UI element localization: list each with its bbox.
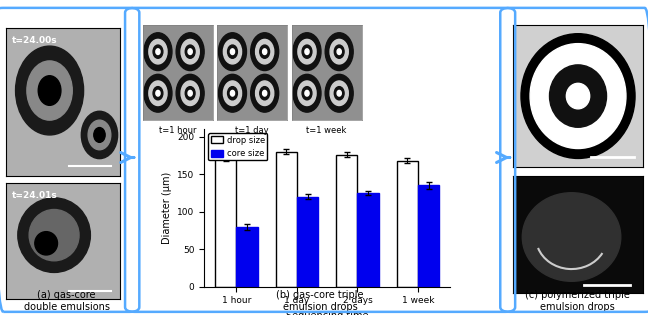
Circle shape [330, 39, 348, 64]
Circle shape [334, 45, 344, 58]
Circle shape [260, 87, 270, 100]
Circle shape [251, 74, 279, 112]
Circle shape [330, 81, 348, 106]
Circle shape [29, 209, 79, 261]
Text: t=1 day: t=1 day [235, 126, 269, 135]
Circle shape [188, 90, 192, 96]
Circle shape [298, 39, 316, 64]
Circle shape [185, 45, 195, 58]
Circle shape [156, 90, 160, 96]
Circle shape [38, 76, 61, 105]
Text: t=24.00s: t=24.00s [12, 36, 58, 45]
Text: t=1 week: t=1 week [307, 126, 347, 135]
Circle shape [224, 81, 242, 106]
Circle shape [255, 39, 273, 64]
Circle shape [188, 49, 192, 54]
Text: (a) gas-core
double emulsions: (a) gas-core double emulsions [24, 290, 110, 312]
Circle shape [231, 90, 235, 96]
Text: (b) gas-core triple
emulsion drops: (b) gas-core triple emulsion drops [276, 290, 364, 312]
Circle shape [262, 49, 267, 54]
Bar [418, 186, 439, 287]
Circle shape [293, 74, 321, 112]
Bar [397, 161, 418, 287]
Circle shape [144, 33, 172, 71]
Text: t=24.01s: t=24.01s [12, 191, 58, 200]
X-axis label: Sequencing time: Sequencing time [286, 311, 369, 315]
Circle shape [218, 74, 246, 112]
Text: t=1 hour: t=1 hour [159, 126, 196, 135]
Circle shape [185, 87, 195, 100]
Circle shape [27, 61, 73, 120]
Circle shape [521, 34, 635, 158]
Circle shape [81, 111, 118, 159]
Bar [297, 197, 318, 287]
Circle shape [262, 90, 267, 96]
Circle shape [566, 83, 590, 109]
Circle shape [224, 39, 242, 64]
Circle shape [153, 45, 163, 58]
Circle shape [302, 45, 312, 58]
Circle shape [305, 90, 309, 96]
Circle shape [260, 45, 270, 58]
Circle shape [255, 81, 273, 106]
Circle shape [88, 120, 111, 150]
Circle shape [550, 65, 607, 127]
Circle shape [94, 128, 105, 142]
Circle shape [153, 87, 163, 100]
Circle shape [334, 87, 344, 100]
Circle shape [144, 74, 172, 112]
Circle shape [176, 74, 204, 112]
Legend: drop size, core size: drop size, core size [208, 133, 268, 160]
Bar [336, 155, 358, 287]
Circle shape [325, 74, 353, 112]
Circle shape [231, 49, 235, 54]
Circle shape [305, 49, 309, 54]
Circle shape [337, 49, 341, 54]
Circle shape [176, 33, 204, 71]
Circle shape [227, 45, 237, 58]
Circle shape [302, 87, 312, 100]
Circle shape [181, 39, 199, 64]
Circle shape [16, 46, 84, 135]
Circle shape [227, 87, 237, 100]
Circle shape [149, 81, 167, 106]
Circle shape [181, 81, 199, 106]
Circle shape [251, 33, 279, 71]
Bar [358, 193, 378, 287]
Circle shape [17, 198, 90, 272]
Circle shape [325, 33, 353, 71]
Bar [276, 152, 297, 287]
Text: (c) polymerized triple
emulsion drops: (c) polymerized triple emulsion drops [525, 290, 630, 312]
Y-axis label: Diameter (μm): Diameter (μm) [161, 172, 172, 244]
Circle shape [522, 193, 621, 281]
Circle shape [530, 44, 626, 149]
Circle shape [298, 81, 316, 106]
Circle shape [149, 39, 167, 64]
Circle shape [156, 49, 160, 54]
Circle shape [293, 33, 321, 71]
Circle shape [337, 90, 341, 96]
Bar [237, 227, 258, 287]
Circle shape [218, 33, 246, 71]
Circle shape [35, 232, 58, 255]
Bar [215, 159, 237, 287]
